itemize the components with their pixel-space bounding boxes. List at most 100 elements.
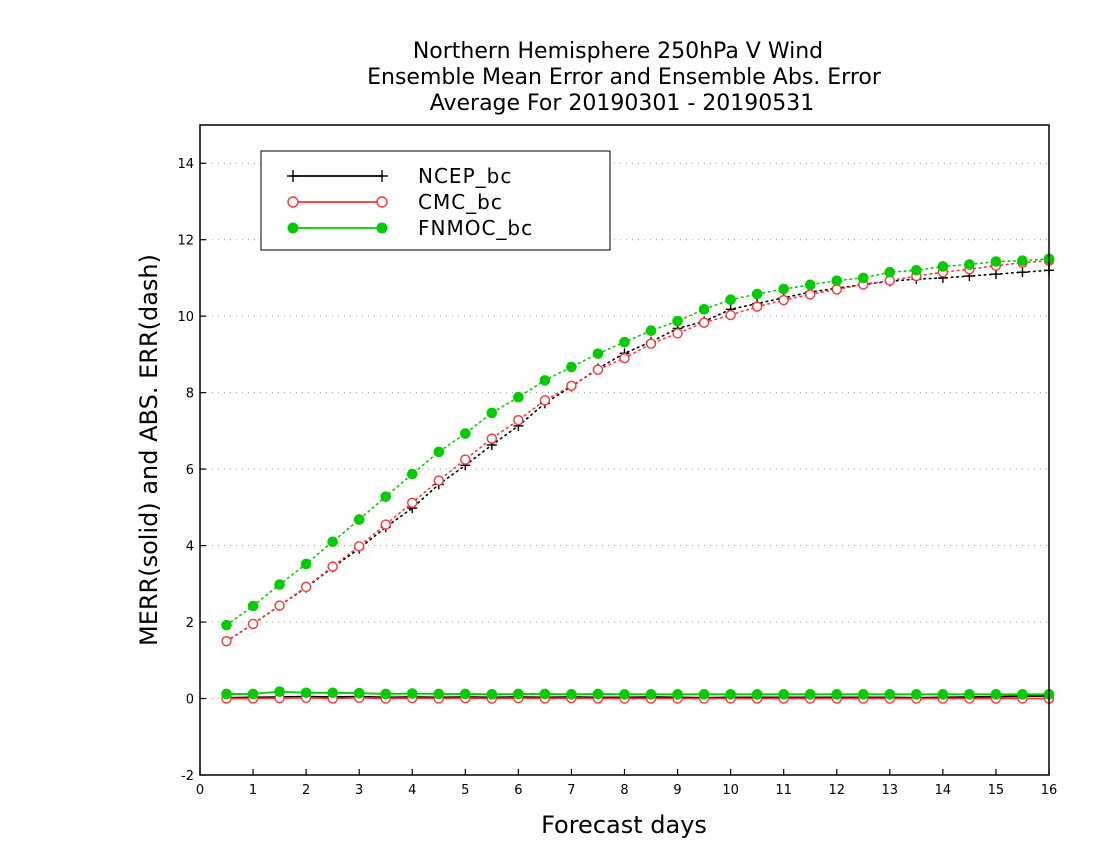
data-point [460, 688, 471, 700]
data-point [407, 497, 418, 508]
x-tick-label: 6 [514, 783, 522, 798]
data-point [804, 689, 816, 700]
series-line-solid [226, 696, 1049, 700]
data-point [725, 294, 736, 306]
x-tick-label: 4 [408, 783, 416, 798]
data-point [460, 454, 471, 465]
data-point [486, 407, 498, 419]
data-point [619, 689, 630, 700]
data-point [287, 196, 299, 208]
data-point [539, 688, 551, 700]
data-point [698, 303, 710, 315]
x-tick-label: 14 [935, 783, 952, 798]
data-point [592, 688, 604, 700]
x-tick-label: 12 [828, 783, 845, 798]
x-axis-label: Forecast days [541, 811, 707, 839]
legend-box [260, 150, 611, 251]
data-point [486, 689, 498, 700]
data-point [751, 288, 763, 300]
data-point [406, 468, 418, 480]
data-point [778, 294, 789, 306]
data-point [327, 561, 338, 572]
data-point [221, 619, 232, 631]
data-point [619, 353, 630, 364]
data-point [376, 196, 388, 208]
data-point [645, 338, 657, 349]
x-tick-label: 15 [988, 783, 1005, 798]
y-tick-label: 8 [186, 387, 194, 402]
data-point [884, 689, 896, 700]
data-point [566, 380, 577, 391]
data-point [964, 689, 975, 700]
series-line-dotted [225, 259, 1050, 642]
y-tick-label: 0 [186, 693, 194, 708]
data-point [911, 689, 922, 700]
data-point [380, 519, 391, 530]
data-point [751, 301, 763, 312]
x-tick-label: 10 [722, 783, 739, 798]
data-point [672, 315, 683, 327]
data-point [566, 361, 577, 373]
data-point [964, 259, 975, 270]
legend-label: CMC_bc [418, 190, 503, 214]
x-tick-label: 0 [196, 783, 204, 798]
data-point [778, 689, 789, 700]
x-tick-label: 1 [249, 783, 257, 798]
data-point [513, 391, 524, 403]
data-point [672, 689, 683, 700]
data-point [725, 309, 736, 321]
data-point [300, 558, 312, 570]
series-abs-error-CMC_bc [221, 255, 1055, 647]
x-tick-label: 3 [355, 783, 363, 798]
data-point [300, 687, 312, 699]
y-tick-label: 4 [186, 540, 194, 555]
series-mean-error-FNMOC_bc [221, 686, 1055, 700]
data-point [460, 428, 471, 439]
legend-entry: CMC_bc [287, 190, 503, 214]
data-point [1017, 255, 1028, 267]
y-tick-label: 6 [186, 463, 194, 478]
series-line-solid [226, 690, 1049, 696]
data-point [433, 475, 444, 486]
data-point [592, 348, 604, 359]
legend-entry: NCEP_bc [287, 164, 511, 188]
data-point [751, 689, 763, 700]
data-point [698, 317, 710, 328]
series-line-dotted [225, 258, 1050, 626]
data-point [300, 581, 312, 593]
data-point [406, 688, 418, 699]
data-point [247, 600, 259, 612]
data-point [353, 541, 365, 552]
data-point [831, 689, 843, 700]
data-point [805, 289, 816, 300]
data-point [831, 284, 842, 295]
data-point [804, 279, 816, 291]
data-point [911, 264, 922, 276]
data-point [486, 433, 498, 444]
x-tick-label: 2 [302, 783, 310, 798]
data-point [884, 266, 896, 278]
data-point [645, 325, 657, 337]
chart-title: Northern Hemisphere 250hPa V Wind Ensemb… [367, 39, 882, 116]
data-point [376, 222, 388, 234]
data-point [287, 170, 299, 182]
data-point [990, 689, 1002, 700]
data-point [566, 689, 577, 700]
data-point [380, 491, 392, 502]
data-point [857, 689, 869, 700]
data-point [619, 336, 630, 348]
data-point [247, 688, 259, 700]
data-point [274, 686, 285, 697]
series-abs-error-FNMOC_bc [221, 253, 1055, 631]
series-layer [221, 253, 1055, 704]
data-point [327, 687, 338, 699]
legend-label: FNMOC_bc [418, 216, 533, 240]
data-point [247, 618, 259, 630]
data-point [937, 261, 949, 272]
data-point [1017, 267, 1028, 278]
y-tick-label: 12 [177, 234, 194, 249]
x-tick-label: 13 [882, 783, 899, 798]
data-point [539, 375, 551, 386]
y-tick-label: 10 [177, 310, 194, 325]
data-point [353, 514, 365, 525]
